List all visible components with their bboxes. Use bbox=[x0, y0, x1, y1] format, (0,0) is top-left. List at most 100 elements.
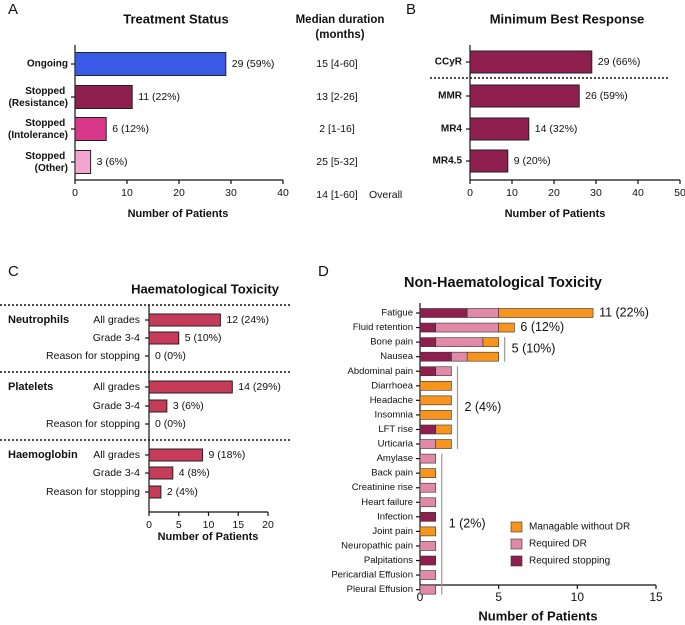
label-line: (Intolerance) bbox=[8, 130, 68, 141]
value-label: 0 (0%) bbox=[155, 350, 186, 362]
y-tick-label: Stopped (Resistance) bbox=[9, 86, 68, 109]
bar-segment bbox=[419, 366, 437, 377]
bar bbox=[148, 331, 180, 345]
x-tick-label: 30 bbox=[225, 187, 237, 199]
x-tick-label: 5 bbox=[176, 519, 182, 531]
table-value: 15 [4-60] bbox=[316, 58, 358, 70]
table-value: 13 [2-26] bbox=[316, 91, 358, 103]
y-tick-label: LFT rise bbox=[378, 424, 413, 435]
y-tick-label: Amylase bbox=[377, 453, 413, 464]
panel-title: Minimum Best Response bbox=[490, 11, 645, 26]
x-tick-label: 0 bbox=[72, 187, 78, 199]
bar bbox=[148, 313, 221, 327]
y-tick-label: All grades bbox=[93, 314, 140, 326]
bar-segment bbox=[419, 512, 437, 522]
bar-segment bbox=[498, 308, 594, 318]
bar-segment bbox=[419, 380, 452, 391]
table-overall-label: Overall bbox=[369, 189, 402, 201]
x-tick-label: 40 bbox=[632, 187, 644, 199]
value-label: 6 (12%) bbox=[112, 123, 149, 135]
legend-swatch bbox=[510, 538, 523, 550]
value-label: 2 (4%) bbox=[167, 486, 198, 498]
value-label: 29 (59%) bbox=[232, 58, 275, 70]
label-line: (Other) bbox=[35, 163, 68, 174]
x-tick-label: 5 bbox=[495, 590, 502, 604]
value-label: 9 (18%) bbox=[209, 449, 246, 461]
bar-segment bbox=[419, 337, 437, 347]
panel-letter: B bbox=[406, 1, 416, 18]
bar-segment bbox=[419, 570, 437, 580]
y-tick-label: Diarrhoea bbox=[371, 380, 413, 391]
value-label: 3 (6%) bbox=[173, 400, 204, 412]
bar-segment bbox=[419, 468, 437, 478]
value-label: 9 (20%) bbox=[514, 155, 551, 167]
y-tick-label: Nausea bbox=[380, 351, 413, 362]
total-label: 2 (4%) bbox=[464, 400, 501, 414]
y-tick-label: All grades bbox=[93, 381, 140, 393]
panel-title: Haematological Toxicity bbox=[131, 281, 280, 296]
y-tick-label: Back pain bbox=[371, 468, 413, 479]
y-tick-label: Ongoing bbox=[27, 59, 68, 70]
x-axis-label: Number of Patients bbox=[478, 608, 597, 623]
y-tick-label: Bone pain bbox=[370, 337, 413, 348]
x-tick-label: 20 bbox=[262, 519, 274, 531]
bar-segment bbox=[419, 526, 437, 537]
bar bbox=[148, 380, 233, 394]
value-label: 14 (29%) bbox=[238, 381, 281, 393]
value-label: 0 (0%) bbox=[155, 418, 186, 430]
value-label: 5 (10%) bbox=[185, 332, 222, 344]
x-tick-label: 40 bbox=[277, 187, 289, 199]
value-label: 29 (66%) bbox=[598, 56, 641, 68]
bar-segment bbox=[419, 424, 437, 435]
value-label: 11 (22%) bbox=[138, 91, 180, 103]
panel-letter: D bbox=[318, 263, 329, 280]
bar-segment bbox=[498, 322, 515, 333]
y-tick-label: Stopped (Intolerance) bbox=[8, 118, 68, 141]
y-tick-label: Stopped (Other) bbox=[25, 151, 68, 174]
value-label: 3 (6%) bbox=[97, 156, 128, 168]
y-tick-label: Headache bbox=[370, 395, 413, 406]
bar-segment bbox=[419, 395, 452, 406]
bar-segment bbox=[419, 322, 437, 333]
y-tick-label: Creatinine rise bbox=[352, 482, 413, 493]
table-value: 2 [1-16] bbox=[319, 123, 355, 135]
bar bbox=[74, 85, 133, 109]
bar-segment bbox=[466, 308, 499, 318]
y-tick-label: CCyR bbox=[435, 57, 463, 68]
y-tick-label: Urticaria bbox=[378, 439, 414, 450]
y-tick-label: All grades bbox=[93, 449, 140, 461]
legend-swatch bbox=[510, 555, 523, 567]
panel-letter: C bbox=[8, 263, 19, 280]
table-value: 25 [5-32] bbox=[316, 156, 358, 168]
x-axis-label: Number of Patients bbox=[158, 531, 259, 543]
x-tick-label: 10 bbox=[121, 187, 133, 199]
y-tick-label: Palpitations bbox=[364, 555, 413, 566]
x-tick-label: 30 bbox=[590, 187, 602, 199]
y-tick-label: MMR bbox=[438, 91, 463, 102]
bar-segment bbox=[466, 351, 499, 362]
bar-segment bbox=[435, 424, 452, 435]
y-tick-label: Fatigue bbox=[381, 308, 413, 319]
value-label: 26 (59%) bbox=[585, 90, 628, 102]
x-tick-label: 15 bbox=[649, 590, 663, 604]
x-tick-label: 20 bbox=[173, 187, 185, 199]
x-axis-label: Number of Patients bbox=[505, 208, 606, 220]
y-tick-label: Pleural Effusion bbox=[347, 584, 413, 595]
legend-label: Required DR bbox=[529, 539, 587, 550]
y-tick-label: Grade 3-4 bbox=[93, 332, 140, 344]
bar-segment bbox=[419, 555, 437, 566]
y-tick-label: Reason for stopping bbox=[46, 486, 140, 498]
panel-letter: A bbox=[8, 1, 18, 18]
x-tick-label: 10 bbox=[506, 187, 518, 199]
y-tick-label: Grade 3-4 bbox=[93, 400, 140, 412]
label-line: Stopped bbox=[25, 86, 68, 97]
table-header: (months) bbox=[315, 29, 364, 41]
y-tick-label: MR4.5 bbox=[433, 156, 463, 167]
bar-segment bbox=[419, 453, 437, 464]
bar bbox=[74, 52, 227, 76]
table-overall: 14 [1-60] bbox=[316, 189, 358, 201]
legend-label: Managable without DR bbox=[529, 522, 630, 533]
bar bbox=[148, 448, 204, 462]
y-tick-label: MR4 bbox=[441, 124, 463, 135]
total-label: 11 (22%) bbox=[599, 305, 649, 319]
